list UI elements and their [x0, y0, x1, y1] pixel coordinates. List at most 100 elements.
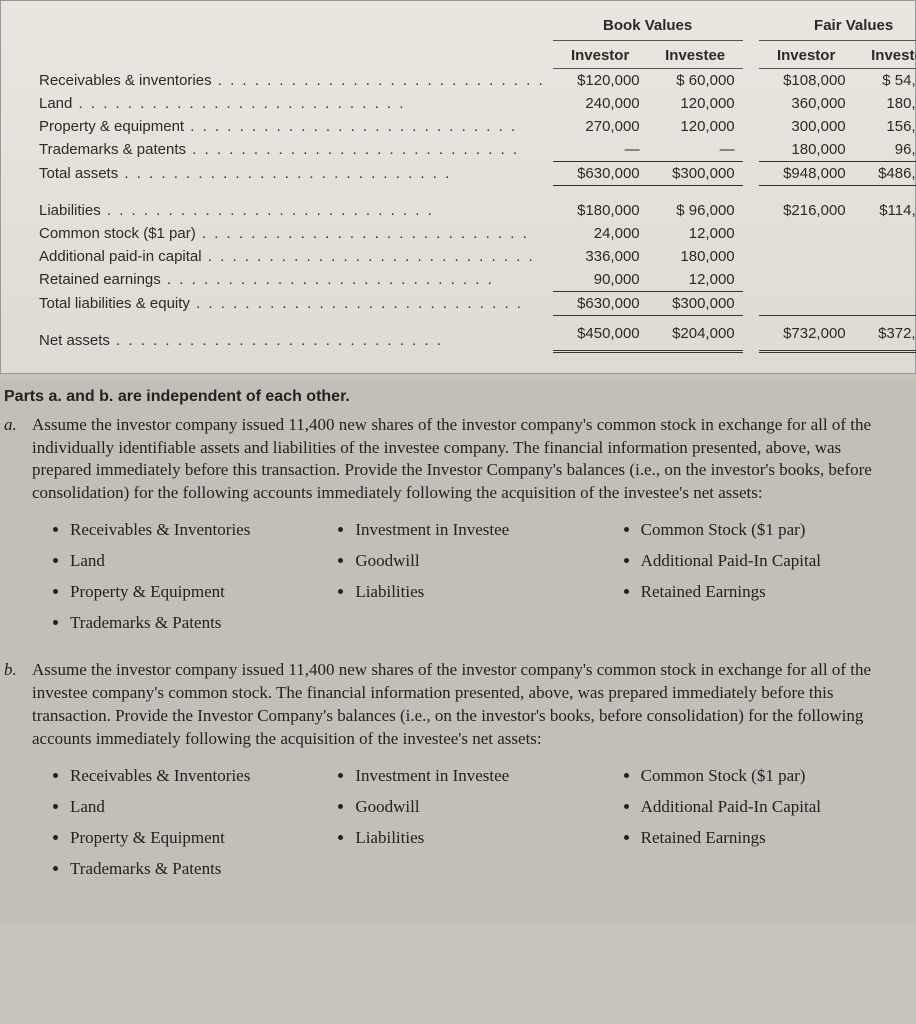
table-sub-header-row: Investor Investee Investor Investee [31, 41, 916, 69]
table-row: Land 240,000 120,000 360,000 180,000 [31, 92, 916, 115]
financial-table: Book Values Fair Values Investor Investe… [31, 11, 916, 353]
cell: $630,000 [553, 292, 648, 316]
bullet-item: Retained Earnings [641, 581, 898, 604]
bullet-item: Receivables & Inventories [70, 519, 327, 542]
cell: 12,000 [648, 222, 743, 245]
cell [854, 245, 916, 268]
cell: 120,000 [648, 115, 743, 138]
bullet-item: Receivables & Inventories [70, 765, 327, 788]
cell: 270,000 [553, 115, 648, 138]
bullet-item: Retained Earnings [641, 827, 898, 850]
cell: $108,000 [759, 69, 854, 93]
part-a-text: Assume the investor company issued 11,40… [32, 415, 872, 503]
part-a: a. Assume the investor company issued 11… [4, 414, 898, 650]
cell: 96,000 [854, 138, 916, 162]
cell: $300,000 [648, 292, 743, 316]
col-bv-investee: Investee [648, 41, 743, 69]
cell: $180,000 [553, 186, 648, 223]
cell: — [553, 138, 648, 162]
bullet-item: Investment in Investee [355, 519, 612, 542]
row-label: Land [39, 95, 405, 112]
part-a-label: a. [4, 414, 32, 650]
cell: $216,000 [759, 186, 854, 223]
row-label: Retained earnings [39, 271, 494, 288]
table-row: Trademarks & patents — — 180,000 96,000 [31, 138, 916, 162]
table-row: Additional paid-in capital 336,000 180,0… [31, 245, 916, 268]
cell [854, 268, 916, 292]
table-group-header-row: Book Values Fair Values [31, 11, 916, 41]
cell: $ 54,000 [854, 69, 916, 93]
bullet-item: Common Stock ($1 par) [641, 765, 898, 788]
cell: $372,000 [854, 316, 916, 352]
cell: $120,000 [553, 69, 648, 93]
cell [854, 292, 916, 316]
problem-text-container: Parts a. and b. are independent of each … [0, 380, 916, 923]
cell [759, 245, 854, 268]
cell: 336,000 [553, 245, 648, 268]
cell: $ 96,000 [648, 186, 743, 223]
row-label: Receivables & inventories [39, 72, 545, 89]
bullet-item: Liabilities [355, 827, 612, 850]
parts-heading: Parts a. and b. are independent of each … [4, 386, 898, 408]
cell [854, 222, 916, 245]
table-row: Receivables & inventories $120,000 $ 60,… [31, 69, 916, 93]
bullet-item: Liabilities [355, 581, 612, 604]
part-b-bullets: Receivables & InventoriesInvestment in I… [52, 761, 898, 885]
bullet-item: Additional Paid-In Capital [641, 550, 898, 573]
bullet-item: Trademarks & Patents [70, 612, 327, 635]
cell: 120,000 [648, 92, 743, 115]
cell [759, 292, 854, 316]
row-label: Liabilities [39, 202, 434, 219]
cell: 24,000 [553, 222, 648, 245]
row-label: Common stock ($1 par) [39, 225, 529, 242]
bullet-item: Additional Paid-In Capital [641, 796, 898, 819]
total-assets-row: Total assets $630,000 $300,000 $948,000 … [31, 162, 916, 186]
cell: 360,000 [759, 92, 854, 115]
cell: 240,000 [553, 92, 648, 115]
cell: $630,000 [553, 162, 648, 186]
cell: $486,000 [854, 162, 916, 186]
cell: 90,000 [553, 268, 648, 292]
table-row: Retained earnings 90,000 12,000 [31, 268, 916, 292]
part-b-text: Assume the investor company issued 11,40… [32, 660, 871, 748]
bullet-item: Land [70, 550, 327, 573]
part-a-bullets: Receivables & Inventories Investment in I… [52, 515, 898, 639]
cell: $ 60,000 [648, 69, 743, 93]
cell: $450,000 [553, 316, 648, 352]
row-label: Property & equipment [39, 118, 517, 135]
book-values-header: Book Values [553, 11, 743, 41]
row-label: Total assets [39, 165, 451, 182]
fair-values-header: Fair Values [759, 11, 916, 41]
cell [759, 222, 854, 245]
row-label: Net assets [39, 332, 443, 349]
bullet-item: Common Stock ($1 par) [641, 519, 898, 542]
col-fv-investor: Investor [759, 41, 854, 69]
total-liab-row: Total liabilities & equity $630,000 $300… [31, 292, 916, 316]
cell: 180,000 [854, 92, 916, 115]
cell [759, 268, 854, 292]
cell: 180,000 [648, 245, 743, 268]
financial-table-container: Book Values Fair Values Investor Investe… [0, 0, 916, 374]
cell: $114,000 [854, 186, 916, 223]
net-assets-row: Net assets $450,000 $204,000 $732,000 $3… [31, 316, 916, 352]
table-row: Liabilities $180,000 $ 96,000 $216,000 $… [31, 186, 916, 223]
part-b: b. Assume the investor company issued 11… [4, 659, 898, 895]
col-bv-investor: Investor [553, 41, 648, 69]
cell: 156,000 [854, 115, 916, 138]
table-row: Common stock ($1 par) 24,000 12,000 [31, 222, 916, 245]
row-label: Total liabilities & equity [39, 295, 523, 312]
cell: $948,000 [759, 162, 854, 186]
bullet-item: Land [70, 796, 327, 819]
bullet-item: Goodwill [355, 550, 612, 573]
row-label: Trademarks & patents [39, 141, 519, 158]
part-b-label: b. [4, 659, 32, 895]
bullet-item: Trademarks & Patents [70, 858, 327, 881]
cell: 12,000 [648, 268, 743, 292]
cell: $204,000 [648, 316, 743, 352]
table-row: Property & equipment 270,000 120,000 300… [31, 115, 916, 138]
cell: $300,000 [648, 162, 743, 186]
cell: 300,000 [759, 115, 854, 138]
col-fv-investee: Investee [854, 41, 916, 69]
row-label: Additional paid-in capital [39, 248, 535, 265]
bullet-item: Property & Equipment [70, 581, 327, 604]
